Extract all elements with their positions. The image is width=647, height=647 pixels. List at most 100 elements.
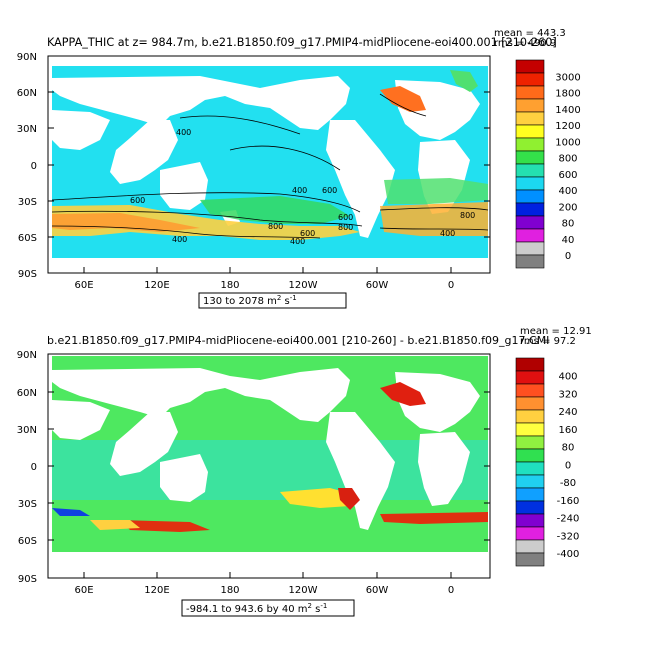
bottom-lat-label: 60S <box>18 536 37 547</box>
bottom-lon-label: 60E <box>74 585 93 596</box>
bottom-colorbar-swatch <box>515 370 545 385</box>
bottom-colorbar-label: -320 <box>557 531 580 542</box>
bottom-colorbar-swatch <box>515 448 545 463</box>
top-colorbar-swatch <box>515 111 545 126</box>
bottom-colorbar-label: -240 <box>557 514 580 525</box>
top-colorbar-swatch <box>515 189 545 204</box>
top-colorbar-swatch <box>515 98 545 113</box>
bottom-colorbar-label: -400 <box>557 549 580 560</box>
bottom-lat-label: 60N <box>17 388 37 399</box>
top-colorbar-label: 1400 <box>555 105 580 116</box>
top-lat-label: 60N <box>17 88 37 99</box>
top-panel: 400 400 600 600 600 800 800 400 400 600 … <box>17 28 581 309</box>
top-mean: mean = 443.3 <box>494 28 566 39</box>
top-lat-label: 60S <box>18 233 37 244</box>
top-colorbar-label: 600 <box>558 170 577 181</box>
top-north-atlantic <box>380 86 426 112</box>
top-southern-core <box>52 213 200 232</box>
top-lon-label: 120W <box>289 280 318 291</box>
top-lat-label: 90S <box>18 269 37 280</box>
top-contour-label: 400 <box>290 237 305 246</box>
top-title: KAPPA_THIC at z= 984.7m, b.e21.B1850.f09… <box>47 36 557 49</box>
top-contour-label: 400 <box>172 235 187 244</box>
bottom-colorbar-swatch <box>515 435 545 450</box>
top-colorbar-label: 3000 <box>555 72 580 83</box>
top-lat-label: 90N <box>17 52 37 63</box>
top-atlantic-green <box>384 178 488 204</box>
bottom-colorbar-swatch <box>515 396 545 411</box>
bottom-colorbar-swatch <box>515 474 545 489</box>
top-colorbar-swatch <box>515 163 545 178</box>
top-colorbar-label: 1000 <box>555 137 580 148</box>
top-lon-label: 60W <box>366 280 389 291</box>
top-colorbar-swatch <box>515 228 545 243</box>
bottom-panel: b.e21.B1850.f09_g17.PMIP4-midPliocene-eo… <box>17 326 592 617</box>
top-colorbar-label: 80 <box>562 219 575 230</box>
top-colorbar-swatch <box>515 241 545 256</box>
bottom-colorbar-swatch <box>515 539 545 554</box>
top-colorbar-swatch <box>515 124 545 139</box>
bottom-lat-label: 90S <box>18 574 37 585</box>
bottom-colorbar-label: 0 <box>565 460 571 471</box>
bottom-colorbar-label: 160 <box>558 425 577 436</box>
bottom-lat-labels: 90N 60N 30N 0 30S 60S 90S <box>17 350 37 585</box>
bottom-range-tail: s <box>312 604 320 615</box>
top-lon-label: 180 <box>220 280 239 291</box>
top-southern-band <box>52 205 360 240</box>
top-atlantic-band <box>380 202 488 236</box>
top-contour-label: 800 <box>338 223 353 232</box>
top-contour-label: 600 <box>322 186 337 195</box>
top-colorbar-label: 1800 <box>555 89 580 100</box>
top-lat-label: 0 <box>31 161 37 172</box>
bottom-title: b.e21.B1850.f09_g17.PMIP4-midPliocene-eo… <box>47 334 549 347</box>
bottom-colorbar-swatch <box>515 513 545 528</box>
top-contours <box>51 93 489 239</box>
bottom-lat-label: 30S <box>18 499 37 510</box>
bottom-colorbar-label: 240 <box>558 407 577 418</box>
bottom-colorbar-label: 400 <box>558 372 577 383</box>
top-contour-label-group: 400 400 600 600 600 800 800 400 400 600 … <box>130 128 475 246</box>
top-colorbar-label: 1200 <box>555 121 580 132</box>
bottom-lon-label: 60W <box>366 585 389 596</box>
bottom-colorbar-swatch <box>515 409 545 424</box>
top-colorbar-swatch <box>515 202 545 217</box>
top-contour-label: 600 <box>338 213 353 222</box>
top-lon-labels: 60E 120E 180 120W 60W 0 <box>74 280 454 291</box>
bottom-range-sup: 2 <box>308 602 312 610</box>
bottom-lon-label: 120W <box>289 585 318 596</box>
bottom-mean: mean = 12.91 <box>520 326 592 337</box>
bottom-southern-blue <box>52 508 90 516</box>
top-contour-label: 400 <box>176 128 191 137</box>
bottom-subtropical-red <box>338 488 360 510</box>
bottom-lat-label: 30N <box>17 425 37 436</box>
top-ticks <box>48 55 490 273</box>
top-lat-label: 30N <box>17 124 37 135</box>
bottom-lon-label: 0 <box>448 585 454 596</box>
bottom-colorbar-swatch <box>515 357 545 372</box>
top-colorbar-label: 400 <box>558 186 577 197</box>
bottom-lon-label: 180 <box>220 585 239 596</box>
bottom-lon-label: 120E <box>144 585 169 596</box>
bottom-southern-red <box>380 512 488 524</box>
top-range-label: 130 to 2078 m2 s-1 <box>203 294 297 307</box>
top-colorbar-swatch <box>515 72 545 87</box>
top-contour-label: 800 <box>460 211 475 220</box>
top-colorbar-swatch <box>515 150 545 165</box>
top-colorbar-swatch <box>515 59 545 74</box>
bottom-lon-labels: 60E 120E 180 120W 60W 0 <box>74 585 454 596</box>
bottom-subtropical-yellow <box>280 488 352 508</box>
top-contour-label: 600 <box>130 196 145 205</box>
bottom-ticks <box>48 391 490 578</box>
top-rms: rms = 490.9 <box>494 38 556 49</box>
bottom-colorbar-swatch <box>515 461 545 476</box>
top-range-sup: 2 <box>277 294 281 302</box>
top-colorbar-label: 200 <box>558 202 577 213</box>
bottom-colorbar-swatch <box>515 500 545 515</box>
top-colorbar-swatch <box>515 176 545 191</box>
bottom-colorbar-label: 320 <box>558 389 577 400</box>
bottom-colorbar-swatch <box>515 487 545 502</box>
bottom-range-label: -984.1 to 943.6 by 40 m2 s-1 <box>186 602 327 615</box>
bottom-southern-red-west <box>120 520 210 532</box>
